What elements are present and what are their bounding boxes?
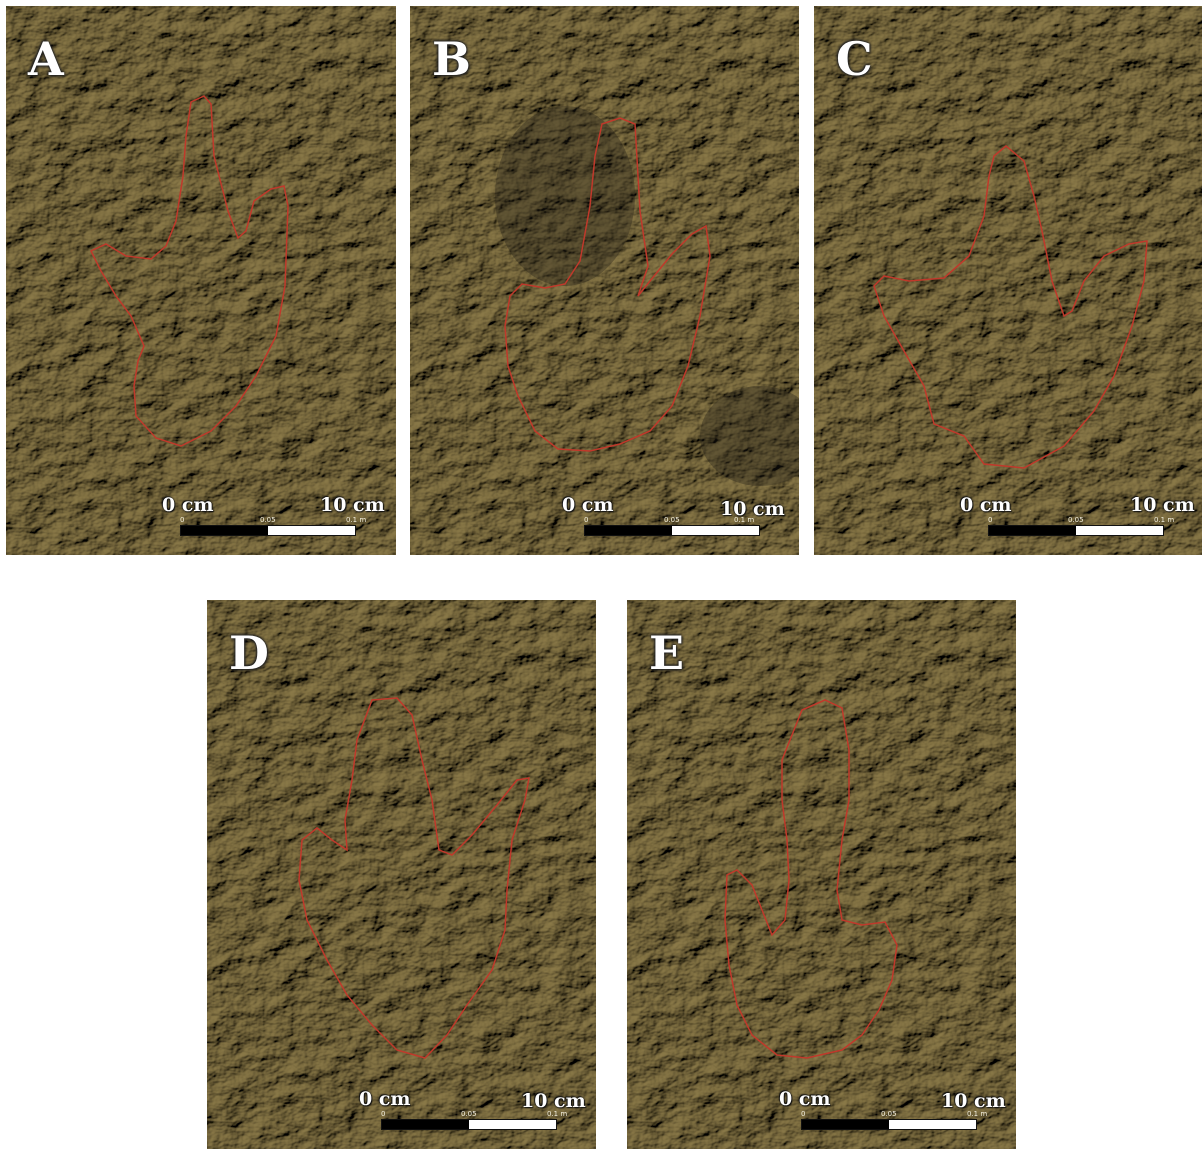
scale-bar	[801, 1119, 977, 1130]
scale-label-end: 10 cm	[1130, 494, 1195, 516]
scale-tick-0: 0	[584, 516, 589, 524]
scale-bar	[381, 1119, 557, 1130]
scale-bar-black	[802, 1120, 889, 1129]
scale-bar-white	[268, 526, 355, 535]
scale-label-start: 0 cm	[960, 494, 1012, 516]
footprint-outline	[724, 699, 898, 1059]
scale-tick-mid: 0.05	[461, 1110, 477, 1118]
scale-tick-mid: 0.05	[664, 516, 680, 524]
scale-tick-end: 0.1 m	[1154, 516, 1175, 524]
scale-tick-0: 0	[381, 1110, 386, 1118]
panel-b: B 0 cm 10 cm 0 0.05 0.1 m	[410, 6, 799, 555]
terrain-texture	[627, 600, 1016, 1149]
scale-tick-0: 0	[801, 1110, 806, 1118]
scale-bar-black	[585, 526, 672, 535]
scale-tick-end: 0.1 m	[346, 516, 367, 524]
footprint-outline	[298, 697, 530, 1059]
panel-e: E 0 cm 10 cm 0 0.05 0.1 m	[627, 600, 1016, 1149]
footprint-outline	[873, 145, 1148, 469]
panel-c: C 0 cm 10 cm 0 0.05 0.1 m	[814, 6, 1202, 555]
scale-bar	[584, 525, 760, 536]
panel-letter: E	[649, 626, 686, 680]
scale-tick-end: 0.1 m	[967, 1110, 988, 1118]
scale-bar-white	[469, 1120, 556, 1129]
scale-tick-end: 0.1 m	[547, 1110, 568, 1118]
scale-label-start: 0 cm	[359, 1088, 411, 1110]
scale-bar-white	[1076, 526, 1163, 535]
scale-tick-mid: 0.05	[881, 1110, 897, 1118]
panel-a: A 0 cm 10 cm 0 0.05 0.1 m	[6, 6, 396, 555]
scale-label-end: 10 cm	[521, 1090, 586, 1112]
scale-bar-black	[181, 526, 268, 535]
scale-bar	[180, 525, 356, 536]
scale-label-start: 0 cm	[562, 494, 614, 516]
panel-letter: C	[836, 32, 874, 86]
scale-bar-black	[989, 526, 1076, 535]
scale-bar-black	[382, 1120, 469, 1129]
scale-bar	[988, 525, 1164, 536]
panel-letter: A	[28, 32, 65, 86]
scale-tick-mid: 0.05	[1068, 516, 1084, 524]
scale-label-end: 10 cm	[941, 1090, 1006, 1112]
scale-label-end: 10 cm	[320, 494, 385, 516]
scale-label-end: 10 cm	[720, 498, 785, 520]
scale-tick-mid: 0.05	[260, 516, 276, 524]
terrain-texture	[207, 600, 596, 1149]
panel-letter: B	[432, 32, 472, 86]
scale-label-start: 0 cm	[162, 494, 214, 516]
scale-tick-end: 0.1 m	[734, 516, 755, 524]
panel-d: D 0 cm 10 cm 0 0.05 0.1 m	[207, 600, 596, 1149]
terrain-texture	[410, 6, 799, 555]
footprint-outline	[504, 117, 711, 452]
panel-letter: D	[229, 626, 270, 680]
scale-label-start: 0 cm	[779, 1088, 831, 1110]
scale-tick-0: 0	[180, 516, 185, 524]
scale-bar-white	[889, 1120, 976, 1129]
scale-bar-white	[672, 526, 759, 535]
scale-tick-0: 0	[988, 516, 993, 524]
footprint-outline	[89, 95, 289, 447]
